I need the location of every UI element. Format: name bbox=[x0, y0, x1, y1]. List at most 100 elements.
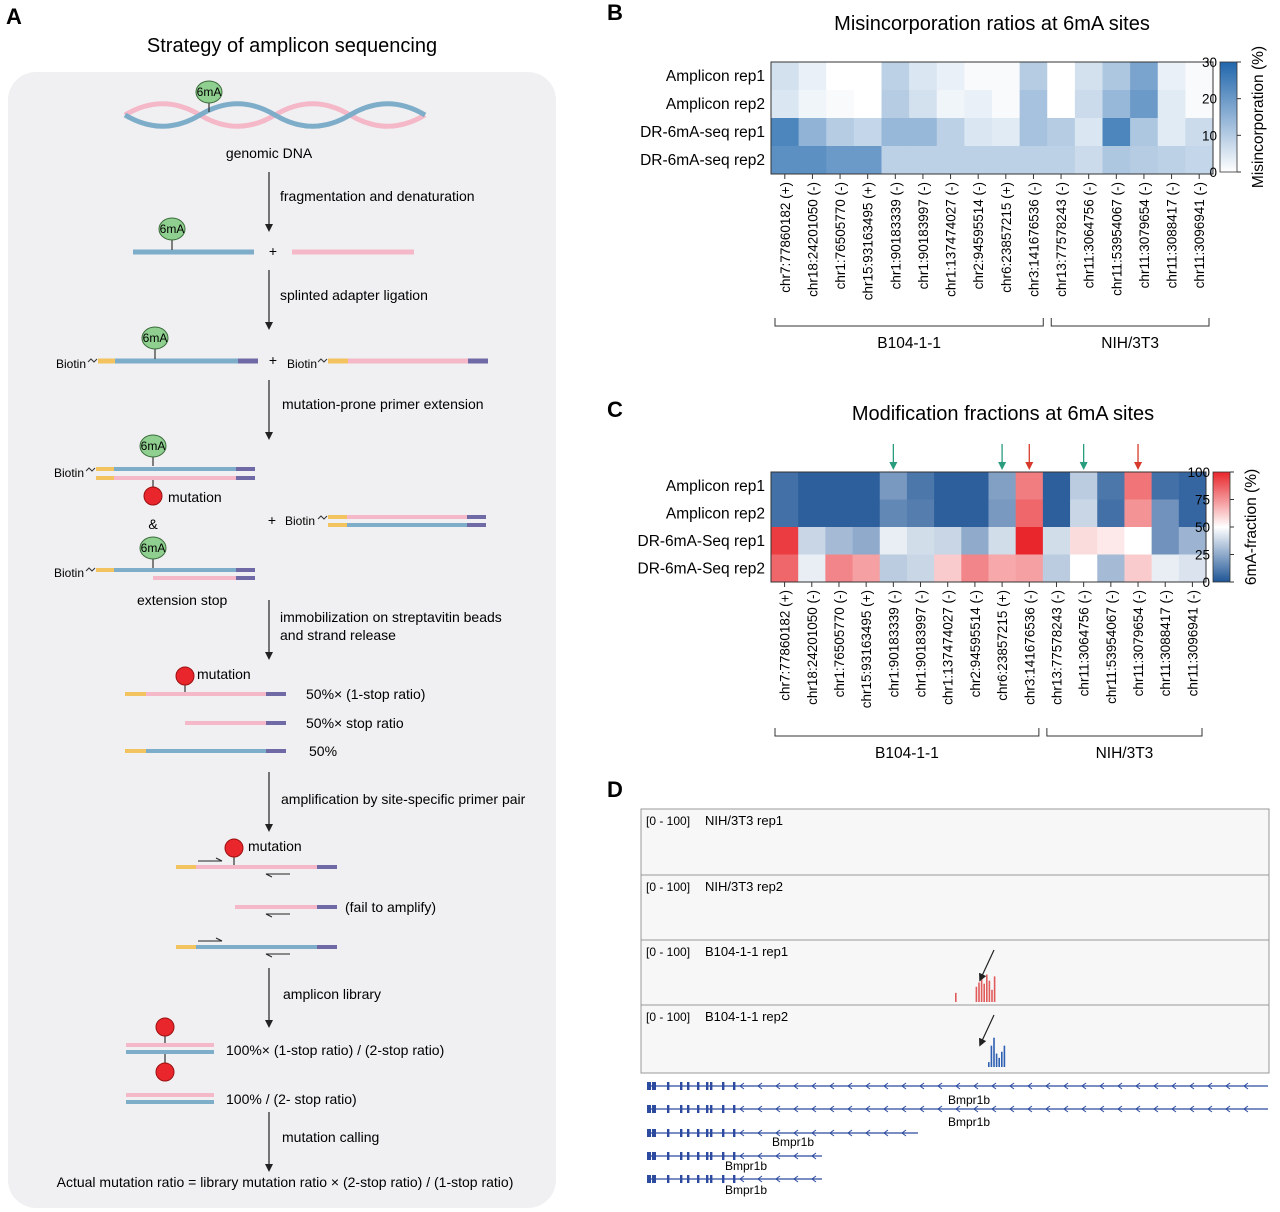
step-label: and strand release bbox=[280, 627, 396, 643]
strand-chevron-icon bbox=[739, 1152, 745, 1160]
strand-chevron-icon bbox=[1171, 1105, 1177, 1113]
strand-chevron-icon bbox=[973, 1105, 979, 1113]
strand-chevron-icon bbox=[955, 1082, 961, 1090]
heatmap-cell bbox=[771, 118, 800, 147]
step-label: amplicon library bbox=[283, 986, 381, 1002]
exon bbox=[710, 1152, 713, 1160]
forward-primer-icon bbox=[198, 937, 223, 942]
biotin-label: Biotin bbox=[54, 466, 84, 480]
strand-chevron-icon bbox=[793, 1082, 799, 1090]
heatmap-cell bbox=[771, 62, 800, 91]
heatmap-cell bbox=[798, 499, 826, 528]
strand-chevron-icon bbox=[865, 1082, 871, 1090]
panel-a-title: Strategy of amplicon sequencing bbox=[147, 35, 437, 57]
exon bbox=[733, 1175, 736, 1183]
strand-chevron-icon bbox=[901, 1082, 907, 1090]
site-label: chr13:77578243 (-) bbox=[1049, 590, 1064, 705]
reverse-primer-icon bbox=[265, 913, 290, 918]
heatmap-cell bbox=[964, 118, 993, 147]
group-label: B104-1-1 bbox=[875, 745, 939, 762]
exon bbox=[697, 1175, 700, 1183]
exon bbox=[680, 1129, 683, 1137]
exon bbox=[680, 1105, 683, 1113]
svg-text:6mA: 6mA bbox=[160, 222, 185, 236]
heatmap-title: Modification fractions at 6mA sites bbox=[852, 403, 1154, 425]
heatmap-cell bbox=[853, 146, 882, 175]
heatmap-cell bbox=[1157, 90, 1186, 119]
heatmap-cell bbox=[934, 472, 962, 500]
mutation-dot bbox=[175, 666, 195, 686]
heatmap-cell bbox=[881, 146, 910, 175]
exon bbox=[722, 1129, 725, 1137]
heatmap-cell bbox=[1130, 146, 1159, 175]
strand-chevron-icon bbox=[811, 1105, 817, 1113]
heatmap-cell bbox=[879, 527, 908, 555]
heatmap-cell bbox=[909, 90, 938, 119]
strand-chevron-icon bbox=[1045, 1105, 1051, 1113]
coverage-bar bbox=[980, 977, 983, 1002]
site-label: chr7:77860182 (+) bbox=[778, 590, 793, 701]
heatmap-cell bbox=[1102, 62, 1131, 91]
6ma-marker: 6mA bbox=[195, 80, 223, 112]
strand-chevron-icon bbox=[865, 1129, 871, 1137]
heatmap-cell bbox=[1047, 146, 1076, 175]
heatmap-cell bbox=[992, 90, 1021, 119]
mutation-label: mutation bbox=[168, 489, 222, 505]
gene-label: Bmpr1b bbox=[725, 1183, 767, 1197]
heatmap-cell bbox=[1185, 90, 1214, 119]
heatmap-cell bbox=[1015, 472, 1044, 500]
heatmap-cell bbox=[964, 146, 993, 175]
strand-chevron-icon bbox=[775, 1082, 781, 1090]
mutation-dot bbox=[155, 1062, 175, 1082]
exon bbox=[697, 1152, 700, 1160]
heatmap-cell bbox=[879, 554, 908, 583]
track-name: NIH/3T3 rep1 bbox=[705, 813, 783, 828]
strand-chevron-icon bbox=[865, 1105, 871, 1113]
group-bracket bbox=[774, 318, 1044, 327]
heatmap-cell bbox=[1015, 554, 1044, 583]
strand-chevron-icon bbox=[1207, 1105, 1213, 1113]
biotin-linker bbox=[85, 467, 96, 472]
track-name: NIH/3T3 rep2 bbox=[705, 879, 783, 894]
heatmap-cell bbox=[936, 118, 965, 147]
exon bbox=[647, 1152, 651, 1160]
strand-chevron-icon bbox=[973, 1082, 979, 1090]
heatmap-cell bbox=[1102, 118, 1131, 147]
heatmap-cell bbox=[906, 554, 935, 583]
site-label: chr11:53954067 (-) bbox=[1109, 182, 1124, 296]
heatmap-cell bbox=[852, 527, 881, 555]
heatmap-cell bbox=[826, 146, 855, 175]
site-label: chr6:23857215 (+) bbox=[999, 182, 1014, 293]
heatmap-cell bbox=[1042, 499, 1071, 528]
heatmap-cell bbox=[881, 118, 910, 147]
strand-chevron-icon bbox=[847, 1082, 853, 1090]
svg-text:6mA: 6mA bbox=[141, 439, 166, 453]
heatmap-cell bbox=[798, 62, 827, 91]
heatmap-cell bbox=[961, 527, 989, 555]
heatmap-cell bbox=[1019, 62, 1048, 91]
heatmap-cell bbox=[798, 554, 826, 583]
heatmap-cell bbox=[1015, 499, 1044, 528]
strand-chevron-icon bbox=[829, 1082, 835, 1090]
heatmap-cell bbox=[1151, 499, 1180, 528]
track-range-label: [0 - 100] bbox=[646, 814, 690, 828]
heatmap-cell bbox=[961, 499, 989, 528]
coverage-bar bbox=[986, 974, 988, 1002]
heatmap-cell bbox=[1097, 527, 1125, 555]
strand-chevron-icon bbox=[1225, 1082, 1231, 1090]
site-label: chr11:3079654 (-) bbox=[1131, 590, 1146, 696]
heatmap-cell bbox=[1102, 146, 1131, 175]
library-ratio-label: 100%× (1-stop ratio) / (2-stop ratio) bbox=[226, 1042, 444, 1058]
heatmap-cell bbox=[1042, 554, 1071, 583]
row-label: Amplicon rep1 bbox=[666, 68, 765, 85]
heatmap-cell bbox=[909, 118, 938, 147]
heatmap-cell bbox=[964, 90, 993, 119]
site-label: chr1:137474027 (-) bbox=[941, 590, 956, 705]
strand-chevron-icon bbox=[811, 1175, 817, 1183]
6ma-marker: 6mA bbox=[158, 217, 186, 250]
heatmap-cell bbox=[825, 527, 853, 555]
gene-annotations: Bmpr1b Bmpr1b Bmpr1b Bmpr1b Bmpr1b bbox=[647, 1082, 1268, 1197]
heatmap-cell bbox=[771, 527, 799, 555]
heatmap-cell bbox=[852, 472, 881, 500]
strand-chevron-icon bbox=[847, 1105, 853, 1113]
